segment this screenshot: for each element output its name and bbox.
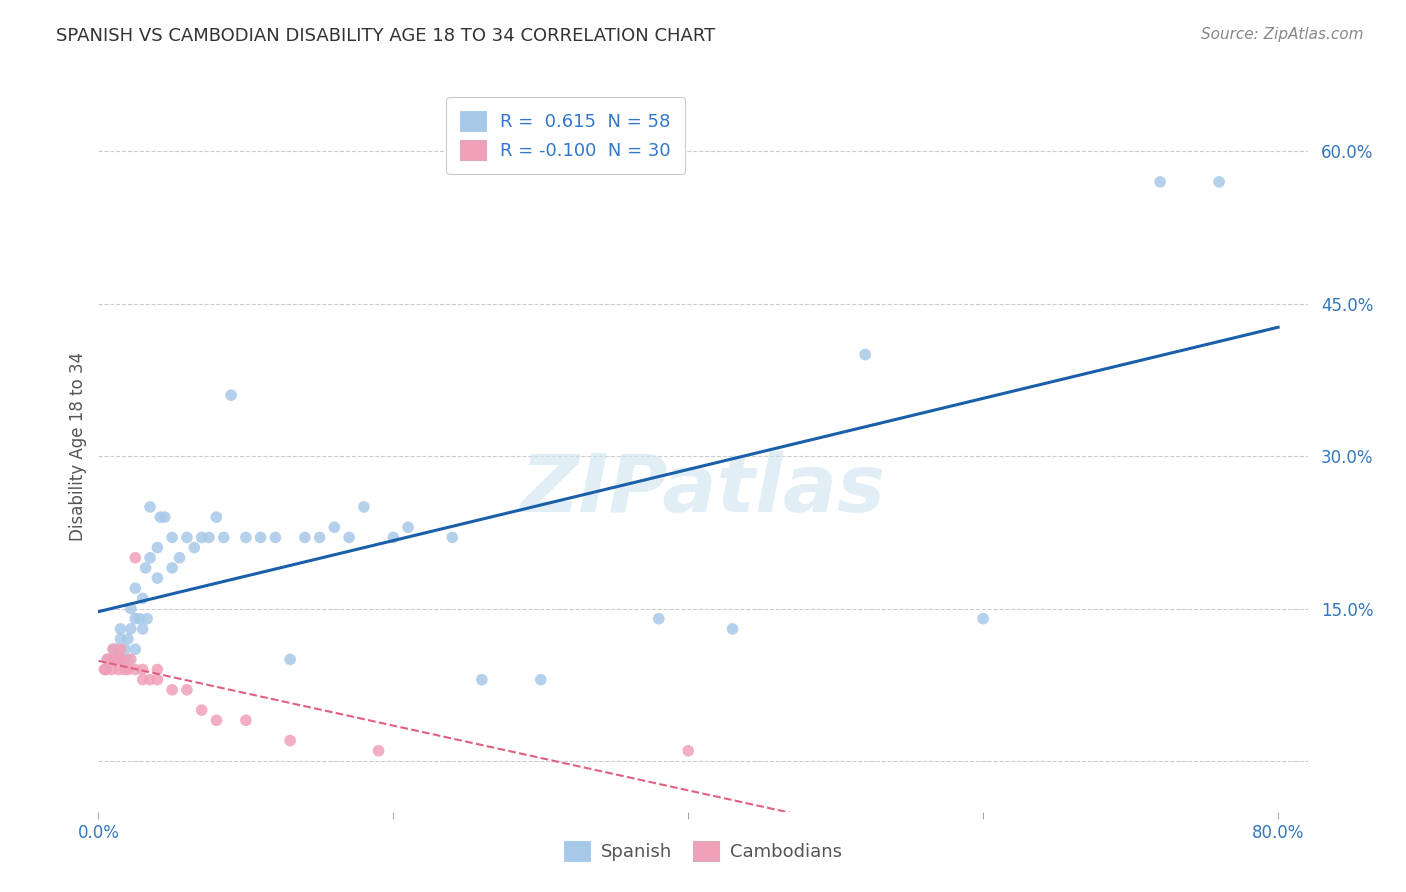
Point	[101, 642, 124, 657]
Point	[117, 652, 139, 666]
Point	[308, 530, 330, 544]
Point	[117, 632, 139, 646]
Point	[176, 682, 198, 697]
Point	[160, 561, 183, 575]
Point	[278, 652, 301, 666]
Point	[105, 652, 128, 666]
Text: ZIPatlas: ZIPatlas	[520, 450, 886, 529]
Point	[367, 744, 389, 758]
Point	[139, 673, 162, 687]
Point	[114, 663, 136, 677]
Point	[110, 652, 132, 666]
Point	[110, 622, 132, 636]
Point	[124, 663, 146, 677]
Point	[120, 652, 142, 666]
Point	[1208, 175, 1230, 189]
Point	[114, 642, 136, 657]
Point	[176, 530, 198, 544]
Point	[198, 530, 221, 544]
Point	[235, 530, 257, 544]
Point	[117, 663, 139, 677]
Point	[337, 530, 360, 544]
Point	[160, 682, 183, 697]
Legend: Spanish, Cambodians: Spanish, Cambodians	[557, 834, 849, 869]
Point	[153, 510, 176, 524]
Point	[94, 663, 117, 677]
Point	[93, 663, 115, 677]
Point	[235, 714, 257, 728]
Point	[131, 663, 153, 677]
Point	[139, 550, 162, 565]
Point	[98, 652, 121, 666]
Point	[94, 663, 117, 677]
Point	[205, 510, 228, 524]
Point	[110, 632, 132, 646]
Point	[139, 500, 162, 514]
Point	[249, 530, 271, 544]
Point	[98, 652, 121, 666]
Point	[205, 714, 228, 728]
Point	[100, 663, 122, 677]
Point	[294, 530, 316, 544]
Y-axis label: Disability Age 18 to 34: Disability Age 18 to 34	[69, 351, 87, 541]
Point	[169, 550, 191, 565]
Point	[96, 652, 118, 666]
Point	[146, 571, 169, 585]
Point	[530, 673, 553, 687]
Point	[396, 520, 419, 534]
Point	[131, 673, 153, 687]
Text: SPANISH VS CAMBODIAN DISABILITY AGE 18 TO 34 CORRELATION CHART: SPANISH VS CAMBODIAN DISABILITY AGE 18 T…	[56, 27, 716, 45]
Point	[124, 612, 146, 626]
Point	[105, 642, 128, 657]
Point	[190, 530, 212, 544]
Text: Source: ZipAtlas.com: Source: ZipAtlas.com	[1201, 27, 1364, 42]
Point	[136, 612, 159, 626]
Point	[353, 500, 375, 514]
Point	[101, 652, 124, 666]
Point	[108, 663, 131, 677]
Point	[101, 642, 124, 657]
Point	[648, 612, 671, 626]
Point	[131, 591, 153, 606]
Point	[110, 652, 132, 666]
Point	[120, 601, 142, 615]
Point	[678, 744, 700, 758]
Point	[264, 530, 287, 544]
Point	[101, 652, 124, 666]
Point	[96, 652, 118, 666]
Point	[135, 561, 157, 575]
Point	[972, 612, 994, 626]
Point	[219, 388, 242, 402]
Point	[190, 703, 212, 717]
Point	[120, 622, 142, 636]
Point	[160, 530, 183, 544]
Point	[853, 348, 876, 362]
Point	[212, 530, 235, 544]
Point	[278, 733, 301, 747]
Point	[124, 642, 146, 657]
Point	[721, 622, 744, 636]
Point	[441, 530, 464, 544]
Point	[1149, 175, 1171, 189]
Point	[110, 642, 132, 657]
Point	[131, 622, 153, 636]
Point	[382, 530, 405, 544]
Point	[124, 550, 146, 565]
Point	[323, 520, 346, 534]
Point	[149, 510, 172, 524]
Point	[124, 581, 146, 595]
Point	[146, 673, 169, 687]
Point	[128, 612, 150, 626]
Point	[146, 541, 169, 555]
Point	[471, 673, 494, 687]
Point	[183, 541, 205, 555]
Point	[146, 663, 169, 677]
Point	[111, 652, 134, 666]
